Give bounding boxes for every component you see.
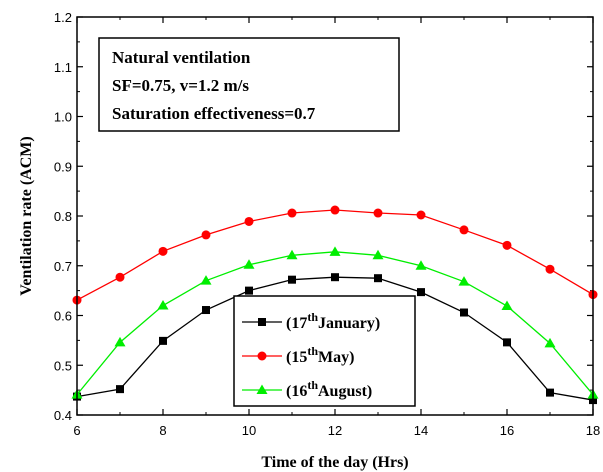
data-point [201, 230, 211, 240]
x-axis-title: Time of the day (Hrs) [261, 454, 408, 471]
legend-entry-2: (15thMay) [242, 344, 354, 366]
data-point [330, 205, 340, 215]
y-tick-label: 1.1 [54, 60, 72, 75]
data-point [373, 208, 383, 218]
legend-marker [257, 351, 267, 361]
data-point [115, 272, 125, 282]
data-point [286, 249, 298, 260]
annotation-line-3: Saturation effectiveness=0.7 [112, 104, 316, 123]
data-point [116, 385, 124, 394]
x-tick-label: 18 [586, 423, 600, 438]
data-point [202, 306, 210, 315]
series-3 [71, 246, 599, 399]
y-tick-label: 1.2 [54, 10, 72, 25]
y-tick-label: 0.6 [54, 309, 72, 324]
annotation-line-1: Natural ventilation [112, 48, 251, 67]
series-layer [71, 205, 599, 405]
data-point [501, 300, 513, 311]
legend-label: (16thAugust) [286, 378, 372, 400]
y-tick-label: 0.4 [54, 408, 72, 423]
data-point [243, 259, 255, 269]
data-point [458, 276, 470, 286]
y-axis-title: Ventilation rate (ACM) [18, 136, 35, 295]
data-point [459, 225, 469, 235]
data-point [374, 274, 382, 283]
legend-label: (15thMay) [286, 344, 354, 366]
data-point [503, 338, 511, 347]
series-1 [73, 273, 597, 405]
data-point [415, 260, 427, 270]
x-tick-label: 16 [500, 423, 514, 438]
annotation-box: Natural ventilation SF=0.75, v=1.2 m/s S… [98, 37, 400, 132]
legend: (17thJanuary) (15thMay) (16thAugust) [233, 295, 416, 407]
plot-frame [76, 16, 594, 416]
data-point [245, 286, 253, 295]
data-point [329, 246, 341, 256]
x-tick-label: 8 [159, 423, 166, 438]
x-tick-label: 12 [328, 423, 342, 438]
legend-label: (17thJanuary) [286, 310, 380, 332]
data-point [544, 337, 556, 348]
legend-marker [256, 384, 268, 394]
x-tick-label: 14 [414, 423, 428, 438]
annotation-box-frame [98, 37, 400, 132]
x-tick-label: 6 [73, 423, 80, 438]
data-point [331, 273, 339, 282]
data-point [157, 300, 169, 310]
y-tick-label: 1.0 [54, 110, 72, 125]
legend-entry-3: (16thAugust) [242, 378, 372, 400]
data-point [244, 216, 254, 226]
axes-layer: 6 8 10 12 14 16 18 0.4 0.5 0.6 0.7 0.8 0.9 1.0 1.1 1.2 [54, 10, 600, 438]
annotation-line-2: SF=0.75, v=1.2 m/s [112, 76, 249, 95]
data-point [545, 264, 555, 274]
legend-entry-1: (17thJanuary) [242, 310, 380, 332]
x-tick-label: 10 [242, 423, 256, 438]
y-tick-label: 0.8 [54, 209, 72, 224]
y-tick-label: 0.9 [54, 159, 72, 174]
data-point [114, 336, 126, 347]
legend-frame [233, 295, 416, 407]
series-2 [72, 205, 598, 305]
data-point [502, 240, 512, 250]
data-point [372, 249, 384, 260]
data-point [200, 275, 212, 285]
data-point [288, 275, 296, 284]
data-point [158, 246, 168, 256]
legend-items: (17thJanuary) (15thMay) (16thAugust) [242, 310, 380, 400]
data-point [460, 308, 468, 317]
data-point [417, 288, 425, 297]
data-point [546, 388, 554, 397]
y-tick-label: 0.5 [54, 358, 72, 373]
y-tick-label: 0.7 [54, 259, 72, 274]
data-point [416, 210, 426, 220]
data-point [287, 208, 297, 218]
data-point [159, 336, 167, 345]
legend-marker [258, 318, 266, 326]
